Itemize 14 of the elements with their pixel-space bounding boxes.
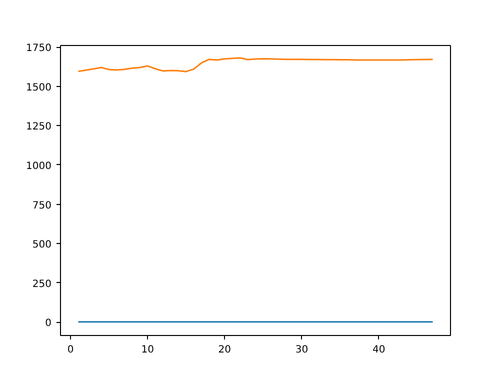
x-tick-label: 10: [141, 344, 154, 356]
x-tick-label: 20: [218, 344, 232, 356]
y-tick-label: 1750: [26, 43, 52, 54]
y-tick-label: 1000: [26, 160, 52, 172]
y-tick-label: 750: [32, 200, 52, 212]
line-series: [77, 57, 434, 72]
x-tick-label: 30: [295, 344, 308, 356]
y-tick-label: 250: [32, 278, 52, 290]
y-tick-label: 0: [45, 318, 52, 330]
y-tick-label: 1250: [26, 122, 52, 133]
x-tick-label: 0: [67, 344, 74, 356]
x-tick-label: 40: [372, 344, 386, 356]
y-tick-label: 1500: [26, 82, 52, 94]
y-tick-label: 500: [32, 240, 52, 251]
